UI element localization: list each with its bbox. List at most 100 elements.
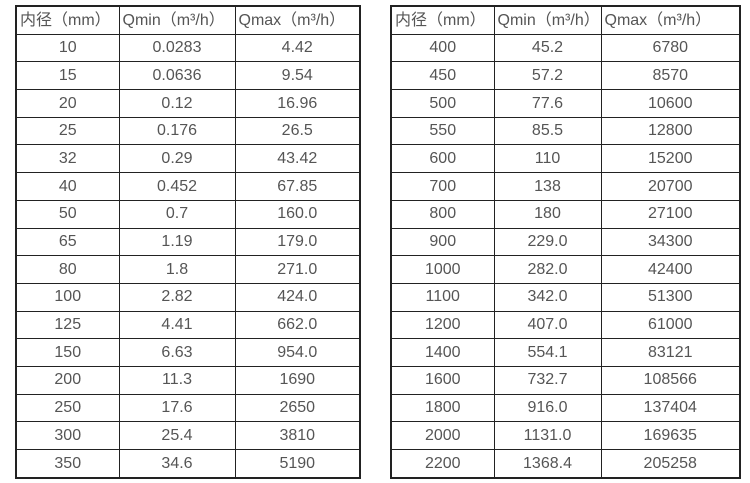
table-cell: 10600 <box>600 89 741 118</box>
table-cell: 160.0 <box>234 199 361 229</box>
table-row: 600 110 15200 <box>390 144 741 174</box>
table-cell: 15 <box>15 61 120 91</box>
table-cell: 0.29 <box>118 144 236 174</box>
table-row: 32 0.29 43.42 <box>15 144 361 174</box>
table-cell: 0.7 <box>118 199 236 229</box>
table-cell: 400 <box>390 33 495 63</box>
table-cell: 954.0 <box>234 338 361 367</box>
table-row: 150 6.63 954.0 <box>15 338 361 367</box>
table-cell: 732.7 <box>493 365 602 395</box>
table-row: 1600 732.7 108566 <box>390 365 741 395</box>
table-cell: 6.63 <box>118 338 236 367</box>
table-row: 15 0.0636 9.54 <box>15 61 361 91</box>
table-row: 25 0.176 26.5 <box>15 116 361 146</box>
table-cell: 0.0636 <box>118 61 236 91</box>
table-row: 125 4.41 662.0 <box>15 310 361 340</box>
table-cell: 1368.4 <box>493 448 602 479</box>
table-cell: 662.0 <box>234 310 361 340</box>
table-cell: 0.0283 <box>118 33 236 63</box>
table-cell: 1400 <box>390 338 495 367</box>
table-row: 350 34.6 5190 <box>15 448 361 479</box>
table-cell: 108566 <box>600 365 741 395</box>
table-cell: 67.85 <box>234 172 361 201</box>
table-cell: 2.82 <box>118 282 236 312</box>
column-header-diameter: 内径（mm） <box>15 5 120 35</box>
table-row: 1800 916.0 137404 <box>390 393 741 423</box>
table-cell: 16.96 <box>234 89 361 118</box>
table-cell: 4.42 <box>234 33 361 63</box>
table-cell: 34300 <box>600 227 741 257</box>
table-row: 800 180 27100 <box>390 199 741 229</box>
table-cell: 77.6 <box>493 89 602 118</box>
table-cell: 3810 <box>234 421 361 450</box>
table-cell: 6780 <box>600 33 741 63</box>
table-cell: 0.452 <box>118 172 236 201</box>
table-cell: 916.0 <box>493 393 602 423</box>
table-cell: 51300 <box>600 282 741 312</box>
table-row: 250 17.6 2650 <box>15 393 361 423</box>
table-cell: 0.12 <box>118 89 236 118</box>
table-cell: 12800 <box>600 116 741 146</box>
column-header-qmax: Qmax（m³/h） <box>600 5 741 35</box>
table-cell: 179.0 <box>234 227 361 257</box>
table-row: 50 0.7 160.0 <box>15 199 361 229</box>
table-cell: 57.2 <box>493 61 602 91</box>
table-cell: 32 <box>15 144 120 174</box>
table-cell: 45.2 <box>493 33 602 63</box>
table-cell: 450 <box>390 61 495 91</box>
table-cell: 1.8 <box>118 255 236 284</box>
table-cell: 40 <box>15 172 120 201</box>
table-cell: 61000 <box>600 310 741 340</box>
table-row: 2000 1131.0 169635 <box>390 421 741 450</box>
flow-range-table-small-diameters: 内径（mm） Qmin（m³/h） Qmax（m³/h） 10 0.0283 4.4… <box>15 5 361 479</box>
table-cell: 80 <box>15 255 120 284</box>
table-row: 65 1.19 179.0 <box>15 227 361 257</box>
table-cell: 2200 <box>390 448 495 479</box>
table-cell: 350 <box>15 448 120 479</box>
table-row: 450 57.2 8570 <box>390 61 741 91</box>
table-cell: 17.6 <box>118 393 236 423</box>
table-cell: 42400 <box>600 255 741 284</box>
header-row: 内径（mm） Qmin（m³/h） Qmax（m³/h） <box>390 5 741 35</box>
table-cell: 550 <box>390 116 495 146</box>
column-header-qmin: Qmin（m³/h） <box>493 5 602 35</box>
table-cell: 407.0 <box>493 310 602 340</box>
table-cell: 9.54 <box>234 61 361 91</box>
table-cell: 282.0 <box>493 255 602 284</box>
table-cell: 180 <box>493 199 602 229</box>
table-row: 80 1.8 271.0 <box>15 255 361 284</box>
table-cell: 43.42 <box>234 144 361 174</box>
column-header-qmax: Qmax（m³/h） <box>234 5 361 35</box>
table-row: 20 0.12 16.96 <box>15 89 361 118</box>
table-cell: 2000 <box>390 421 495 450</box>
table-cell: 10 <box>15 33 120 63</box>
table-cell: 83121 <box>600 338 741 367</box>
column-header-diameter: 内径（mm） <box>390 5 495 35</box>
table-cell: 4.41 <box>118 310 236 340</box>
table-cell: 1690 <box>234 365 361 395</box>
table-row: 700 138 20700 <box>390 172 741 201</box>
table-cell: 2650 <box>234 393 361 423</box>
table-cell: 8570 <box>600 61 741 91</box>
table-cell: 50 <box>15 199 120 229</box>
flow-range-table-large-diameters: 内径（mm） Qmin（m³/h） Qmax（m³/h） 400 45.2 6780… <box>390 5 741 479</box>
table-cell: 11.3 <box>118 365 236 395</box>
table-cell: 1800 <box>390 393 495 423</box>
table-row: 1400 554.1 83121 <box>390 338 741 367</box>
table-cell: 554.1 <box>493 338 602 367</box>
table-row: 100 2.82 424.0 <box>15 282 361 312</box>
header-row: 内径（mm） Qmin（m³/h） Qmax（m³/h） <box>15 5 361 35</box>
table-cell: 1200 <box>390 310 495 340</box>
table-cell: 200 <box>15 365 120 395</box>
table-cell: 900 <box>390 227 495 257</box>
table-cell: 600 <box>390 144 495 174</box>
table-row: 400 45.2 6780 <box>390 33 741 63</box>
table-cell: 5190 <box>234 448 361 479</box>
table-cell: 25.4 <box>118 421 236 450</box>
column-header-qmin: Qmin（m³/h） <box>118 5 236 35</box>
table-cell: 20700 <box>600 172 741 201</box>
table-row: 300 25.4 3810 <box>15 421 361 450</box>
table-cell: 100 <box>15 282 120 312</box>
table-row: 40 0.452 67.85 <box>15 172 361 201</box>
table-cell: 424.0 <box>234 282 361 312</box>
